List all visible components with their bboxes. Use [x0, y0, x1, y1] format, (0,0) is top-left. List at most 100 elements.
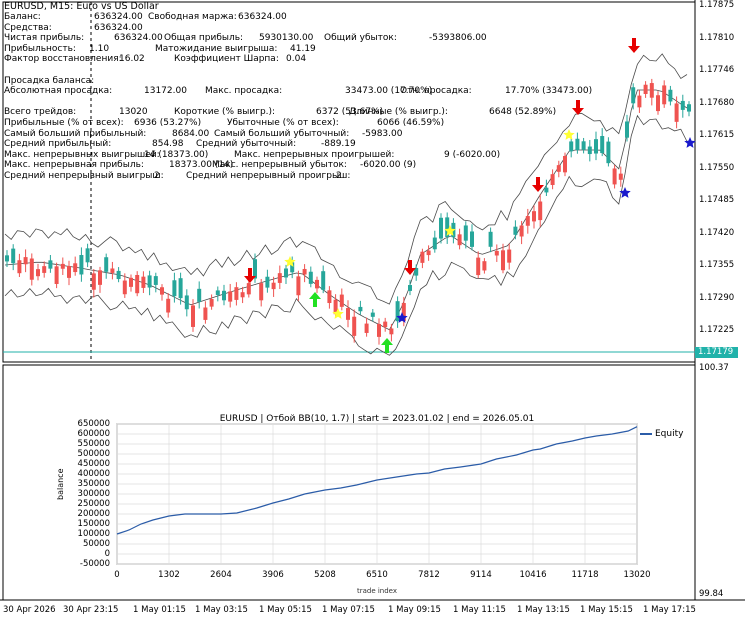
candle-body — [141, 276, 146, 288]
candle-body — [668, 89, 673, 102]
equity-y-tick: -50000 — [79, 559, 110, 569]
stat-label: Отн. просадка: — [400, 86, 472, 97]
candle-body — [160, 287, 164, 295]
stat-label: Самый больший убыточный: — [214, 128, 350, 139]
stat-value: 636324.00 — [94, 22, 143, 33]
stat-value: 9 (-6020.00) — [444, 149, 501, 160]
candle-body — [426, 250, 431, 256]
equity-y-tick: 650000 — [77, 419, 110, 429]
buy-arrow-icon — [309, 292, 321, 307]
stat-value: 2 — [154, 171, 160, 181]
stat-value: -5983.00 — [362, 128, 403, 139]
candle-body — [383, 321, 388, 328]
time-tick-label: 1 May 11:15 — [453, 605, 506, 615]
candle-body — [445, 217, 450, 237]
candle-body — [203, 307, 208, 320]
stat-value: 6936 (53.27%) — [134, 118, 202, 128]
legend-label: Equity — [655, 429, 684, 439]
candle-body — [11, 248, 16, 264]
candle-body — [36, 269, 40, 277]
candle-body — [432, 237, 437, 250]
candles — [5, 78, 691, 345]
candle-body — [358, 306, 363, 312]
time-axis: 30 Apr 2026 30 Apr 23:15 1 May 01:15 1 May … — [0, 600, 745, 622]
equity-x-tick: 9114 — [470, 570, 492, 580]
candle-body — [91, 273, 96, 290]
price-tick-label: 1.17680 — [699, 97, 735, 108]
stat-label: Длинные (% выигр.): — [349, 107, 448, 118]
stat-value: 2 — [336, 171, 342, 181]
stat-value: 13020 — [119, 107, 148, 118]
stat-label: Прибыльные (% от всех): — [4, 118, 124, 128]
candle-body — [606, 141, 611, 164]
candle-body — [594, 139, 598, 154]
equity-y-tick: 0 — [104, 549, 110, 559]
time-tick-label: 1 May 09:15 — [388, 605, 441, 615]
indicator-axis-bottom: 99.84 — [699, 589, 724, 599]
candle-body — [587, 146, 592, 155]
stat-label: Просадка баланса: — [4, 75, 95, 86]
candle-body — [507, 249, 512, 263]
stat-label: Свободная маржа: — [148, 12, 237, 22]
candle-body — [631, 87, 636, 104]
stat-label: Средства: — [4, 22, 52, 33]
time-tick-label: 1 May 17:15 — [643, 605, 696, 615]
candle-body — [60, 263, 65, 269]
chart-symbol-title: EURUSD, M15: Euro vs US Dollar — [4, 1, 159, 12]
price-axis: 1.17875 1.17810 1.17746 1.17680 1.17615 1.175… — [695, 0, 745, 600]
equity-x-tick: 7812 — [418, 570, 440, 580]
candle-body — [296, 276, 301, 296]
stat-value: 14 (18373.00) — [144, 149, 209, 160]
stat-value: 636324.00 — [94, 12, 143, 22]
candle-body — [321, 271, 326, 290]
candle-body — [42, 266, 47, 273]
candle-body — [501, 250, 505, 271]
candle-body — [538, 201, 543, 221]
signal-star-icon — [563, 129, 575, 140]
equity-y-tick: 100000 — [77, 529, 110, 539]
stat-value: 1.10 — [89, 43, 110, 54]
signal-star-icon — [332, 308, 344, 319]
equity-y-tick: 150000 — [77, 519, 110, 529]
equity-legend: Equity — [640, 429, 683, 439]
equity-x-tick: 2604 — [210, 570, 232, 580]
stat-label: Макс. непрерывных проигрышей: — [234, 149, 395, 160]
price-tick-label: 1.17290 — [699, 292, 735, 303]
equity-x-tick: 11718 — [571, 570, 599, 580]
candle-body — [73, 263, 78, 273]
time-tick-label: 30 Apr 23:15 — [63, 605, 119, 615]
candle-body — [284, 268, 288, 278]
candle-body — [166, 298, 171, 313]
candle-body — [612, 168, 617, 185]
time-tick-label: 1 May 01:15 — [133, 605, 186, 615]
candle-body — [408, 285, 412, 291]
bb-upper — [4, 53, 688, 305]
candle-body — [48, 260, 53, 269]
candle-body — [178, 278, 183, 299]
signal-star-icon — [444, 225, 456, 236]
candle-body — [395, 301, 400, 322]
equity-y-label: balance — [56, 468, 65, 501]
candle-body — [550, 174, 555, 185]
sell-arrow-icon — [244, 268, 256, 283]
stat-label: Прибыльность: — [4, 43, 76, 54]
stat-label: Убыточные (% от всех): — [227, 118, 339, 128]
stat-value: 18373.00 (14) — [169, 160, 234, 171]
candle-body — [333, 299, 338, 315]
candle-body — [147, 275, 152, 288]
candle-body — [271, 282, 276, 290]
price-tick-label: 1.17225 — [699, 325, 735, 335]
candle-body — [439, 217, 443, 239]
price-tick-label: 1.17355 — [699, 260, 735, 270]
stat-value: 0.04 — [286, 54, 307, 65]
stat-value: 5930130.00 — [259, 33, 314, 44]
candle-body — [600, 136, 605, 154]
candle-body — [29, 258, 34, 280]
equity-chart-title: EURUSD | Отбой BB(10, 1.7) | start = 202… — [219, 414, 535, 424]
equity-y-tick: 600000 — [77, 429, 110, 439]
trade-signals — [244, 38, 696, 353]
stat-value: 8684.00 — [172, 128, 210, 139]
candle-body — [463, 225, 468, 241]
